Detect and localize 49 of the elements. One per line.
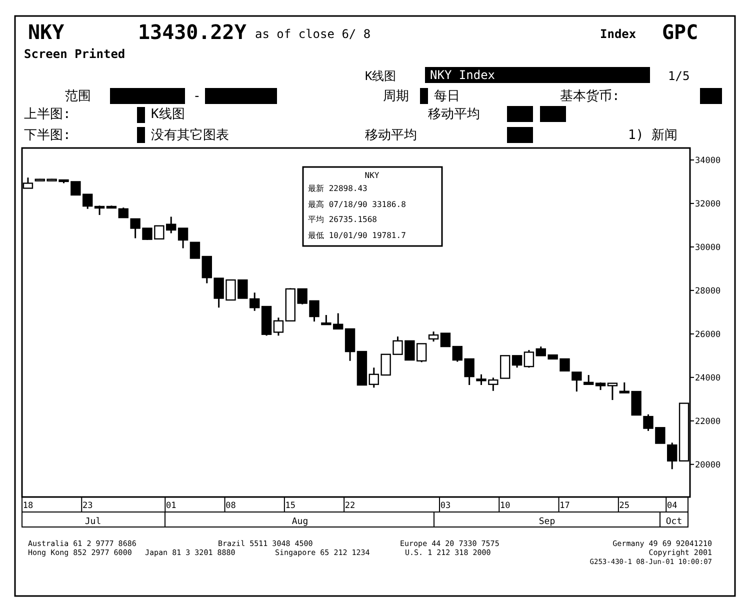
y-tick-label: 30000 xyxy=(695,242,721,253)
x-tick-label: 15 xyxy=(285,501,296,511)
annotation: 最新 22898.43 xyxy=(308,184,368,193)
text: Index xyxy=(600,27,636,41)
text: Screen Printed xyxy=(24,47,126,61)
text: 每日 xyxy=(434,89,460,104)
y-tick-label: 32000 xyxy=(695,199,721,210)
x-tick-label: 17 xyxy=(560,501,570,511)
x-tick-label: 03 xyxy=(440,501,451,511)
x-tick-label: 04 xyxy=(666,501,678,511)
text: 移动平均 xyxy=(365,128,417,143)
x-tick-label: 08 xyxy=(226,501,236,511)
text: 没有其它图表 xyxy=(151,127,229,143)
annotation: 最低 10/01/90 19781.7 xyxy=(308,231,406,240)
y-tick-label: 24000 xyxy=(695,373,721,384)
text: Sep xyxy=(538,517,556,527)
y-tick-label: 34000 xyxy=(695,156,721,166)
text: Oct xyxy=(666,517,682,527)
text: as of close 6/ 8 xyxy=(255,27,371,41)
annotation: 最高 07/18/90 33186.8 xyxy=(308,200,406,209)
chart-title: NKY xyxy=(28,20,64,44)
annotation: NKY xyxy=(364,171,380,180)
x-tick-label: 22 xyxy=(344,501,356,511)
x-tick-label: 10 xyxy=(500,501,510,511)
x-tick-label: 23 xyxy=(82,501,93,511)
text: Aug xyxy=(292,517,308,527)
annotation: 平均 26735.1568 xyxy=(308,215,378,224)
text: 周期 xyxy=(383,89,409,104)
text: 移动平均 xyxy=(428,107,480,122)
text: - xyxy=(193,89,201,104)
text: 上半图: xyxy=(24,107,71,122)
x-tick-label: 18 xyxy=(22,501,34,511)
text: K线图 xyxy=(365,69,396,83)
text: K线图 xyxy=(151,107,185,122)
text: NKY Index xyxy=(430,68,496,82)
y-tick-label: 22000 xyxy=(695,416,721,427)
x-tick-label: 01 xyxy=(166,501,176,511)
chart-subtitle: 13430.22Y xyxy=(138,20,246,44)
y-tick-label: 26000 xyxy=(695,330,721,340)
y-tick-label: 20000 xyxy=(695,460,721,470)
x-tick-label: 25 xyxy=(619,501,630,511)
text: GPC xyxy=(662,20,698,44)
text: 基本货币: xyxy=(560,89,620,104)
text: 1/5 xyxy=(668,69,690,83)
text: Jul xyxy=(84,517,102,527)
text: 下半图: xyxy=(24,128,71,143)
y-tick-label: 28000 xyxy=(695,286,721,296)
text: 1) 新闻 xyxy=(628,128,678,143)
text: 范围 xyxy=(65,89,91,104)
